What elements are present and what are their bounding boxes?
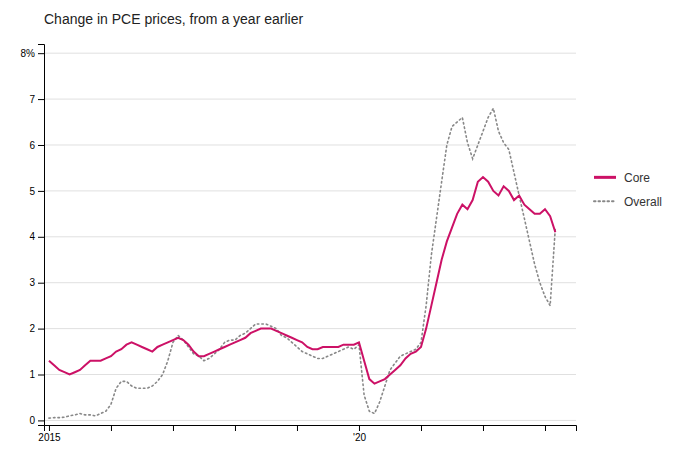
title: Change in PCE prices, from a year earlie… (44, 11, 303, 27)
grid-line (44, 99, 576, 100)
grid-line (44, 190, 576, 191)
x-tick (111, 425, 112, 431)
x-tick-mark (297, 425, 298, 431)
y-tick-label: 2 (29, 323, 35, 334)
y-tick-label: 4 (29, 231, 35, 242)
x-axis: 2015 '20 (38, 425, 576, 443)
legend-label: Overall (624, 195, 662, 209)
x-tick: '20 (353, 425, 366, 443)
y-tick: 5 (29, 186, 44, 197)
grid-line (44, 374, 576, 375)
x-tick (545, 425, 546, 431)
y-tick-mark (38, 283, 44, 284)
x-tick-label: '20 (353, 432, 366, 443)
y-tick-mark (38, 375, 44, 376)
y-tick-mark (38, 420, 44, 421)
y-axis: 0 1 2 3 4 5 6 7 8% (21, 45, 45, 427)
y-tick-label: 5 (29, 186, 35, 197)
series-line (49, 177, 555, 384)
x-tick: 2015 (38, 425, 61, 443)
y-tick: 4 (29, 231, 44, 242)
plot: 2015 '20 0 1 2 3 4 5 6 7 8% (21, 45, 577, 444)
y-tick: 1 (29, 369, 44, 380)
x-tick-mark (235, 425, 236, 431)
x-tick (483, 425, 484, 431)
x-tick-mark (111, 425, 112, 431)
y-tick: 7 (29, 94, 44, 105)
grid-line (44, 236, 576, 237)
x-tick (297, 425, 298, 431)
y-axis-line (38, 45, 45, 426)
x-tick-mark (359, 425, 360, 431)
y-tick-label: 7 (29, 94, 35, 105)
x-tick-mark (483, 425, 484, 431)
legend-swatch (594, 176, 616, 179)
x-axis-line (45, 426, 577, 432)
legend-item: Overall (594, 195, 662, 209)
y-tick-label: 1 (29, 369, 35, 380)
x-tick (421, 425, 422, 431)
x-tick-label: 2015 (38, 432, 61, 443)
y-tick-label: 0 (29, 415, 35, 426)
x-tick-mark (173, 425, 174, 431)
y-tick-mark (38, 53, 44, 54)
x-tick-mark (421, 425, 422, 431)
y-tick-label: 6 (29, 140, 35, 151)
grid-line (44, 282, 576, 283)
y-tick-mark (38, 329, 44, 330)
y-tick-label: 3 (29, 277, 35, 288)
legend-swatch (594, 200, 616, 202)
lines (49, 108, 555, 418)
y-tick: 0 (29, 415, 44, 426)
legend-label: Core (624, 171, 650, 185)
y-tick: 6 (29, 140, 44, 151)
y-tick-mark (38, 99, 44, 100)
y-tick: 2 (29, 323, 44, 334)
legend: Core Overall (594, 171, 662, 209)
y-tick-label: 8% (21, 48, 36, 59)
y-tick-mark (38, 191, 44, 192)
x-tick (235, 425, 236, 431)
y-tick-mark (38, 237, 44, 238)
grid-line (44, 144, 576, 145)
grid-line (44, 328, 576, 329)
x-tick-mark (49, 425, 50, 431)
chart: 2015 '20 0 1 2 3 4 5 6 7 8% Change in PCE prices, f… (0, 0, 696, 459)
y-tick: 3 (29, 277, 44, 288)
y-tick-mark (38, 145, 44, 146)
grid-line (44, 53, 576, 54)
legend-item: Core (594, 171, 650, 185)
y-tick: 8% (21, 48, 44, 59)
grid (44, 53, 576, 420)
x-tick (173, 425, 174, 431)
grid-line (44, 420, 576, 421)
series-line (49, 108, 555, 418)
x-tick-mark (545, 425, 546, 431)
